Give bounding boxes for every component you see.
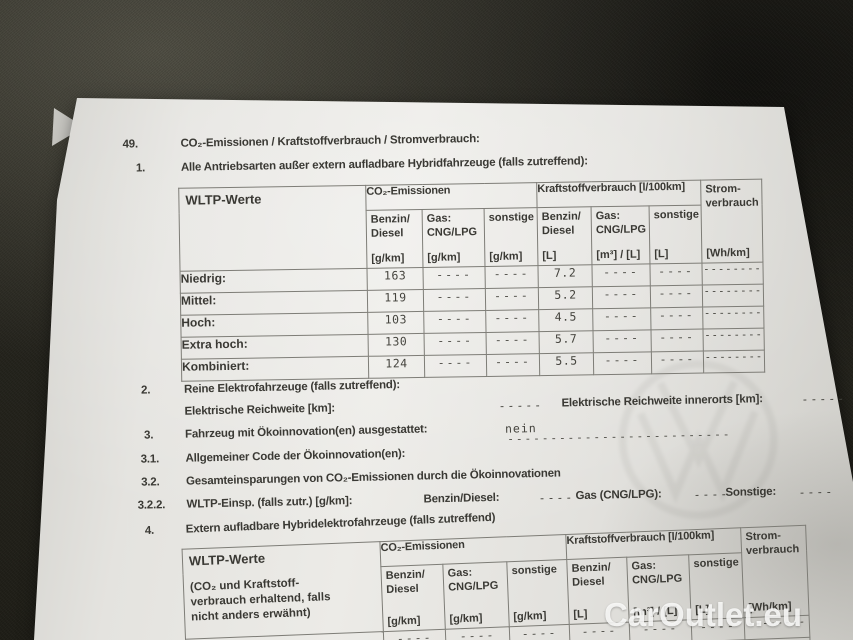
col-label: Benzin/ Diesel: [385, 568, 426, 596]
caroutlet-watermark: CarOutlet.eu: [604, 596, 803, 633]
table2-col-benzin-gkm: Benzin/ Diesel [g/km]: [380, 564, 446, 632]
col-label: sonstige: [693, 556, 739, 571]
cell-value: ----: [509, 624, 571, 640]
col-label: Gas: CNG/LPG: [631, 559, 683, 587]
col-label: Gas: CNG/LPG: [447, 566, 499, 594]
table2-corner-note: (CO₂ und Kraftstoff- verbrauch erhaltend…: [189, 577, 331, 624]
item4-label: Extern aufladbare Hybridelektrofahrzeuge…: [185, 511, 496, 536]
table2-col-sonstige-gkm: sonstige [g/km]: [506, 559, 570, 627]
vw-logo-ghost-watermark: [618, 360, 778, 520]
col-unit: [L]: [573, 608, 588, 621]
table2-strom-label: Strom- verbrauch: [745, 529, 800, 557]
col-label: sonstige: [511, 563, 558, 578]
col-unit: [g/km]: [387, 614, 421, 628]
col-label: Benzin/ Diesel: [571, 561, 611, 589]
col-unit: [g/km]: [513, 609, 547, 624]
col-unit: [g/km]: [449, 612, 483, 626]
table2-corner-cell: WLTP-Werte (CO₂ und Kraftstoff- verbrauc…: [182, 541, 384, 640]
item4-number: 4.: [144, 524, 155, 538]
table2-col-gas-gkm: Gas: CNG/LPG [g/km]: [442, 561, 510, 630]
